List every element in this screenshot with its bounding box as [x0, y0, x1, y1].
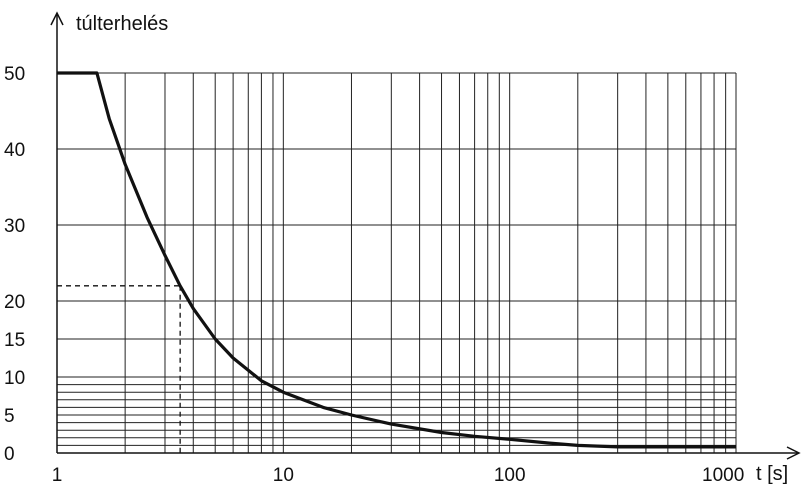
tick-labels: 0 5 10 15 20 30 40 50 1 10 100 1000: [4, 64, 744, 486]
dashed-guides: [57, 285, 181, 453]
y-tick-label: 10: [4, 368, 25, 389]
x-tick-label: 1: [52, 465, 63, 486]
x-tick-label: 1000: [702, 465, 744, 486]
x-tick-label: 10: [273, 465, 294, 486]
y-tick-label: 5: [4, 406, 15, 427]
y-tick-label: 50: [4, 64, 25, 85]
curve-layer: [57, 71, 736, 449]
y-axis-title: túlterhelés: [76, 13, 168, 35]
y-tick-label: 15: [4, 330, 25, 351]
axes: [50, 11, 801, 460]
overload-curve: [57, 71, 736, 449]
x-axis-title: t [s]: [756, 463, 788, 485]
grid: [56, 72, 737, 454]
y-tick-label: 30: [4, 216, 25, 237]
y-tick-label: 20: [4, 292, 25, 313]
y-tick-label: 0: [4, 444, 15, 465]
x-tick-label: 100: [494, 465, 526, 486]
y-axis-arrow: [50, 11, 64, 26]
y-tick-label: 40: [4, 140, 25, 161]
x-axis-arrow: [786, 446, 801, 460]
